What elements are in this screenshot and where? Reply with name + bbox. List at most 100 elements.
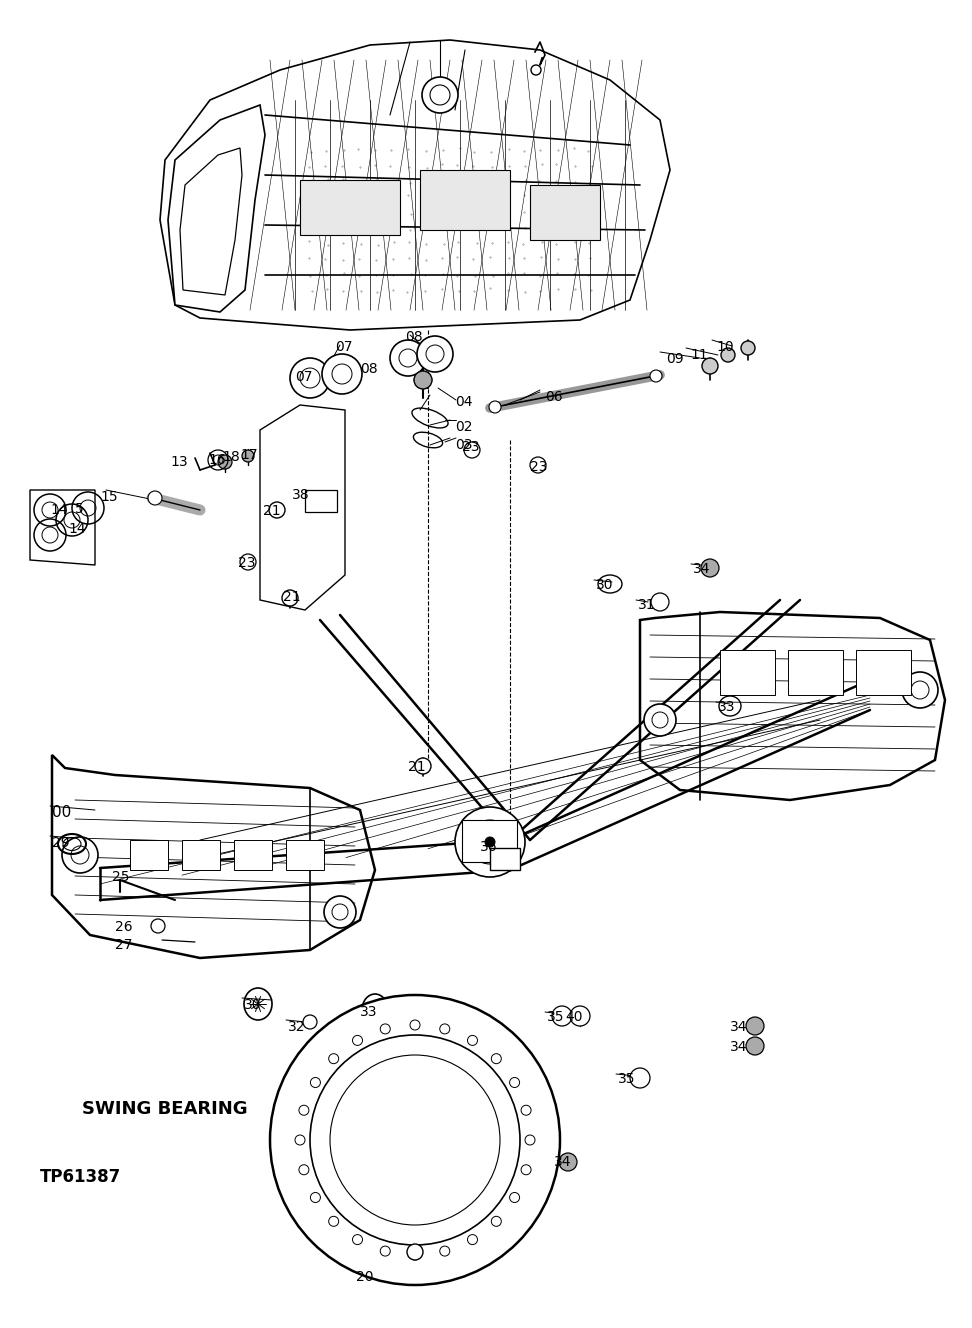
Circle shape (324, 896, 356, 928)
Circle shape (380, 1246, 390, 1256)
Circle shape (489, 401, 501, 413)
Text: 14: 14 (50, 503, 68, 517)
Circle shape (353, 1036, 363, 1045)
Text: 21: 21 (283, 590, 300, 604)
Circle shape (468, 1235, 477, 1244)
Circle shape (410, 1020, 420, 1031)
Text: 10: 10 (716, 340, 734, 355)
Bar (856, 649, 911, 695)
Text: 23: 23 (238, 556, 256, 570)
Text: 36: 36 (480, 841, 498, 854)
Circle shape (630, 1068, 650, 1088)
Circle shape (322, 355, 362, 394)
Text: 00: 00 (52, 805, 71, 819)
Text: 33: 33 (360, 1005, 377, 1019)
Circle shape (702, 359, 718, 374)
Text: 07: 07 (295, 371, 313, 384)
Text: 08: 08 (360, 363, 378, 376)
Text: 34: 34 (554, 1155, 572, 1169)
Circle shape (509, 1193, 520, 1202)
Text: 13: 13 (170, 456, 188, 469)
Circle shape (570, 1007, 590, 1027)
Circle shape (531, 65, 541, 74)
Text: 16: 16 (208, 453, 226, 467)
Text: 40: 40 (565, 1011, 582, 1024)
Text: 27: 27 (115, 938, 132, 952)
Text: 08: 08 (405, 329, 423, 344)
Circle shape (422, 77, 458, 113)
Text: 35: 35 (547, 1011, 565, 1024)
Circle shape (415, 758, 431, 774)
Circle shape (644, 704, 676, 736)
Text: 18: 18 (222, 450, 240, 463)
Circle shape (741, 341, 755, 355)
Polygon shape (168, 105, 265, 312)
Text: 33: 33 (718, 700, 736, 714)
Circle shape (299, 1105, 309, 1116)
Text: 32: 32 (288, 1020, 305, 1035)
Polygon shape (30, 490, 95, 564)
Circle shape (299, 1165, 309, 1175)
Circle shape (491, 1216, 502, 1226)
Circle shape (485, 837, 495, 847)
Circle shape (295, 1135, 305, 1145)
Circle shape (282, 590, 298, 606)
Text: 23: 23 (530, 459, 547, 474)
Text: 21: 21 (408, 760, 426, 774)
Circle shape (721, 348, 735, 363)
Circle shape (559, 1153, 577, 1171)
Circle shape (270, 995, 560, 1286)
Circle shape (746, 1037, 764, 1054)
Circle shape (439, 1024, 450, 1035)
Circle shape (521, 1105, 531, 1116)
Text: 23: 23 (462, 440, 479, 454)
Text: 38: 38 (292, 487, 310, 502)
Circle shape (468, 819, 512, 865)
Text: 07: 07 (335, 340, 353, 355)
Bar (305, 490, 337, 513)
Circle shape (218, 456, 232, 469)
Text: 06: 06 (545, 390, 563, 404)
Circle shape (552, 1007, 572, 1027)
Text: 5: 5 (75, 502, 84, 517)
Circle shape (329, 1053, 338, 1064)
Circle shape (509, 1077, 520, 1088)
Polygon shape (160, 40, 670, 329)
Circle shape (525, 1135, 535, 1145)
Circle shape (468, 1036, 477, 1045)
Bar (490, 849, 520, 870)
Circle shape (330, 1054, 500, 1224)
Text: 34: 34 (693, 562, 711, 576)
Bar (788, 649, 843, 695)
Bar (530, 185, 600, 240)
Bar (462, 819, 517, 862)
Text: 34: 34 (730, 1020, 747, 1035)
Circle shape (651, 594, 669, 611)
Circle shape (242, 450, 254, 462)
Circle shape (310, 1077, 321, 1088)
Bar (286, 841, 324, 870)
Circle shape (455, 807, 525, 876)
Text: 31: 31 (638, 598, 656, 612)
Polygon shape (260, 405, 345, 610)
Circle shape (417, 336, 453, 372)
Bar (182, 841, 220, 870)
Polygon shape (640, 612, 945, 799)
Circle shape (439, 1246, 450, 1256)
Circle shape (410, 1250, 420, 1260)
Text: 26: 26 (115, 920, 132, 934)
Text: 29: 29 (52, 837, 70, 850)
Circle shape (414, 371, 432, 389)
Circle shape (148, 491, 162, 505)
Circle shape (310, 1035, 520, 1246)
Text: 35: 35 (618, 1072, 636, 1086)
Circle shape (407, 1244, 423, 1260)
Circle shape (303, 1015, 317, 1029)
Text: SWING BEARING: SWING BEARING (82, 1100, 248, 1118)
Bar (720, 649, 775, 695)
Circle shape (464, 442, 480, 458)
Text: 03: 03 (455, 438, 472, 452)
Circle shape (746, 1017, 764, 1035)
Bar (130, 841, 168, 870)
Text: 17: 17 (240, 448, 258, 462)
